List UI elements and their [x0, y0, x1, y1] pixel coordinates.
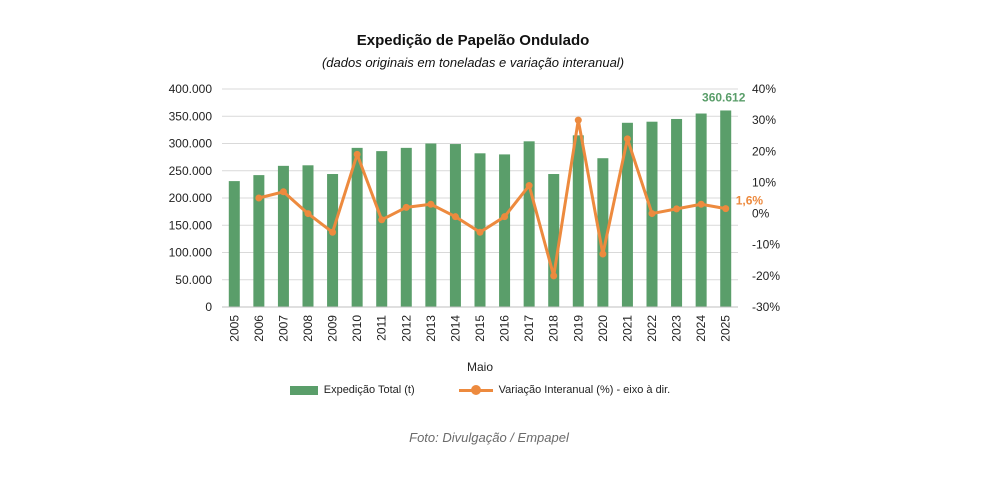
chart-legend: Expedição Total (t) Variação Interanual …: [0, 384, 960, 396]
x-axis-tick-label: 2024: [694, 315, 708, 342]
bar-expedicao-total: [597, 158, 609, 307]
line-marker: [599, 250, 607, 258]
x-axis-tick-label: 2025: [719, 315, 733, 342]
legend-bars-label: Expedição Total (t): [323, 384, 415, 396]
x-axis-tick-label: 2011: [375, 315, 389, 341]
line-marker: [623, 135, 631, 143]
x-axis-tick-label: 2012: [399, 315, 413, 342]
right-axis-tick-label: 10%: [752, 175, 776, 189]
x-axis-tick-label: 2022: [645, 315, 659, 342]
bar-expedicao-total: [228, 181, 240, 307]
x-axis-tick-label: 2019: [571, 315, 585, 342]
x-axis-title: Maio: [467, 360, 493, 374]
x-axis-tick-label: 2014: [448, 315, 462, 342]
bar-expedicao-total: [572, 135, 584, 307]
left-axis-tick-label: 0: [205, 300, 212, 314]
bar-expedicao-total: [425, 143, 437, 307]
bar-expedicao-total: [253, 175, 265, 307]
line-marker: [402, 203, 410, 211]
left-axis-tick-label: 350.000: [169, 109, 213, 123]
legend-line-swatch: [458, 384, 493, 396]
left-axis-tick-label: 150.000: [169, 218, 213, 232]
x-axis-tick-label: 2005: [227, 315, 241, 342]
x-axis-tick-label: 2017: [522, 315, 536, 342]
line-marker: [427, 200, 435, 208]
line-marker: [353, 150, 361, 158]
line-marker: [673, 205, 681, 213]
right-axis-tick-label: 20%: [752, 144, 776, 158]
x-axis-tick-label: 2009: [326, 315, 340, 342]
bar-expedicao-total: [548, 174, 560, 307]
right-axis-tick-label: -10%: [752, 238, 780, 252]
x-axis-tick-label: 2015: [473, 315, 487, 342]
last-line-value-label: 1,6%: [736, 194, 764, 208]
x-axis-tick-label: 2006: [252, 315, 266, 342]
bar-expedicao-total: [351, 147, 363, 307]
line-marker: [697, 200, 705, 208]
x-axis-tick-label: 2016: [498, 315, 512, 342]
bar-expedicao-total: [499, 154, 511, 307]
x-axis-tick-label: 2021: [620, 315, 634, 342]
left-axis-tick-label: 100.000: [169, 246, 213, 260]
bar-expedicao-total: [327, 174, 339, 307]
bar-expedicao-total: [621, 122, 633, 307]
x-axis-tick-label: 2023: [670, 315, 684, 342]
line-marker: [476, 228, 484, 236]
line-variacao-interanual: [258, 118, 726, 278]
bar-expedicao-total: [376, 151, 388, 307]
left-axis-tick-label: 200.000: [169, 191, 213, 205]
bar-expedicao-total: [523, 141, 535, 307]
legend-item-bars: Expedição Total (t): [289, 384, 415, 396]
legend-item-line: Variação Interanual (%) - eixo à dir.: [458, 384, 671, 396]
left-axis-tick-label: 400.000: [169, 82, 213, 96]
bar-expedicao-total: [400, 147, 412, 307]
left-axis-tick-label: 250.000: [169, 164, 213, 178]
bar-expedicao-total: [302, 165, 314, 307]
x-axis-tick-label: 2010: [350, 315, 364, 342]
bar-expedicao-total: [277, 165, 289, 307]
line-marker: [501, 213, 509, 221]
line-marker: [255, 194, 263, 202]
line-marker: [378, 216, 386, 224]
legend-line-label: Variação Interanual (%) - eixo à dir.: [498, 384, 671, 396]
legend-bar-swatch: [289, 385, 318, 395]
chart-subtitle: (dados originais em toneladas e variação…: [321, 55, 625, 70]
line-marker: [722, 205, 730, 213]
right-axis-tick-label: -20%: [752, 269, 780, 283]
line-marker: [550, 272, 558, 280]
line-marker: [329, 228, 337, 236]
line-marker: [304, 210, 312, 218]
line-marker: [648, 210, 656, 218]
x-axis-tick-label: 2018: [547, 315, 561, 342]
right-axis-tick-label: -30%: [752, 300, 780, 314]
chart-title: Expedição de Papelão Ondulado: [356, 32, 590, 49]
left-axis-tick-label: 50.000: [175, 273, 212, 287]
right-axis-tick-label: 30%: [752, 113, 776, 127]
left-axis-tick-label: 300.000: [169, 137, 213, 151]
photo-credit: Foto: Divulgação / Empapel: [409, 430, 569, 445]
x-axis-tick-label: 2013: [424, 315, 438, 342]
last-bar-value-label: 360.612: [702, 90, 746, 104]
bar-expedicao-total: [449, 144, 461, 307]
right-axis-tick-label: 0%: [752, 207, 770, 221]
right-axis-tick-label: 40%: [752, 82, 776, 96]
line-marker: [525, 182, 533, 190]
line-marker: [574, 116, 582, 124]
bar-expedicao-total: [695, 113, 707, 308]
x-axis-tick-label: 2008: [301, 315, 315, 342]
line-marker: [451, 213, 459, 221]
x-axis-tick-label: 2007: [276, 315, 290, 342]
x-axis-tick-label: 2020: [596, 315, 610, 342]
line-marker: [279, 188, 287, 196]
bar-expedicao-total: [671, 118, 683, 307]
